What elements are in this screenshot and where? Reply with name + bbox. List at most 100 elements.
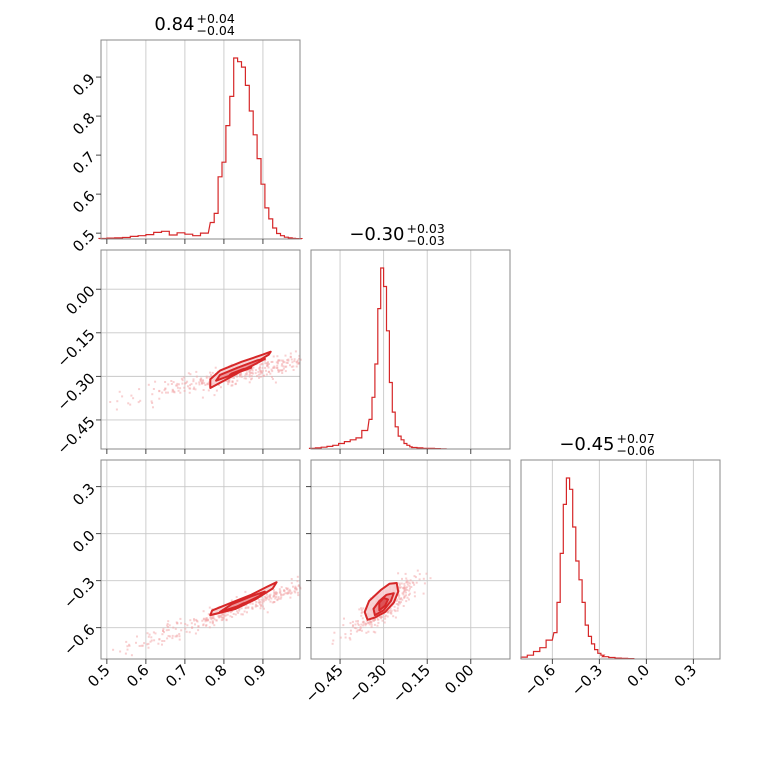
sample-point: [213, 618, 216, 621]
sample-point: [398, 602, 401, 605]
sample-point: [151, 393, 154, 396]
sample-point: [385, 614, 388, 617]
sample-point: [333, 631, 336, 634]
sample-point: [408, 592, 411, 595]
sample-point: [211, 622, 214, 625]
sample-point: [395, 599, 398, 602]
sample-point: [218, 616, 221, 619]
sample-point: [240, 613, 243, 616]
sample-point: [405, 581, 408, 584]
sample-point: [367, 630, 370, 633]
histogram-1: [308, 267, 447, 450]
sample-point: [207, 389, 210, 392]
sample-point: [173, 390, 176, 393]
sample-point: [185, 381, 188, 384]
sample-point: [168, 635, 171, 638]
sample-point: [331, 642, 334, 645]
sample-point: [249, 602, 252, 605]
y-tick-label-2-2-0: −0.6: [60, 621, 98, 659]
sample-point: [271, 378, 274, 380]
y-tick-label-1-1-2: −0.15: [53, 326, 98, 371]
sample-point: [187, 372, 190, 375]
sample-point: [255, 604, 258, 607]
sample-point: [285, 592, 288, 595]
sample-point: [154, 632, 157, 635]
sample-point: [223, 611, 226, 614]
sample-point: [271, 360, 274, 363]
sample-point: [388, 609, 391, 612]
panel-title-0: 0.84 +0.04−0.04: [154, 11, 234, 38]
sample-point: [205, 624, 208, 627]
sample-point: [236, 375, 238, 378]
sample-point: [269, 600, 272, 603]
sample-point: [217, 384, 220, 386]
sample-point: [257, 373, 260, 376]
sample-point: [207, 613, 210, 616]
sample-point: [252, 366, 255, 369]
contour-2-2: [378, 596, 389, 612]
sample-point: [171, 634, 174, 637]
title-lower-1: −0.03: [407, 233, 445, 248]
sample-point: [277, 371, 280, 373]
sample-point: [236, 379, 239, 382]
sample-point: [264, 359, 267, 362]
sample-point: [398, 589, 401, 592]
sample-point: [296, 580, 299, 583]
sample-point: [360, 609, 363, 612]
sample-point: [332, 639, 335, 642]
sample-point: [406, 596, 409, 599]
sample-point: [402, 591, 405, 594]
sample-point: [227, 383, 230, 386]
sample-point: [292, 585, 294, 588]
y-tick-label-1-1-0: −0.45: [53, 413, 98, 458]
sample-point: [397, 572, 400, 575]
sample-point: [393, 605, 396, 608]
sample-point: [267, 361, 269, 364]
sample-point: [252, 372, 254, 375]
sample-point: [373, 618, 376, 621]
sample-point: [130, 394, 133, 397]
y-tick-label-0-0-2: 0.7: [69, 148, 99, 178]
sample-point: [396, 598, 399, 601]
sample-point: [181, 382, 184, 385]
x-tick-label-0-1: 0.6: [123, 661, 153, 691]
sample-point: [394, 616, 397, 619]
sample-point: [146, 632, 149, 635]
sample-point: [158, 390, 161, 393]
sample-point: [264, 362, 267, 365]
sample-point: [225, 614, 228, 617]
sample-point: [259, 375, 262, 378]
sample-point: [179, 617, 182, 620]
panel-frame-1-2: [310, 459, 511, 660]
sample-point: [290, 582, 293, 585]
sample-point: [167, 626, 169, 628]
panel-frame-0-2: [100, 459, 301, 660]
sample-point: [202, 618, 205, 621]
sample-point: [390, 609, 393, 612]
sample-point: [403, 584, 406, 587]
sample-point: [195, 375, 198, 378]
sample-point: [266, 611, 269, 614]
sample-point: [225, 618, 228, 621]
sample-point: [240, 375, 243, 378]
sample-point: [181, 379, 184, 382]
sample-point: [202, 380, 205, 383]
sample-point: [294, 350, 297, 353]
sample-point: [281, 593, 284, 596]
sample-point: [135, 641, 137, 644]
sample-point: [275, 596, 278, 598]
sample-point: [264, 597, 267, 600]
sample-point: [247, 606, 250, 609]
sample-point: [165, 391, 167, 394]
sample-point: [192, 388, 195, 390]
sample-point: [188, 387, 191, 390]
sample-point: [395, 603, 398, 605]
sample-point: [276, 364, 279, 367]
sample-point: [237, 611, 240, 614]
sample-point: [180, 377, 183, 380]
sample-point: [410, 586, 413, 588]
sample-point: [189, 373, 192, 376]
sample-point: [153, 639, 156, 642]
sample-point: [299, 358, 302, 361]
